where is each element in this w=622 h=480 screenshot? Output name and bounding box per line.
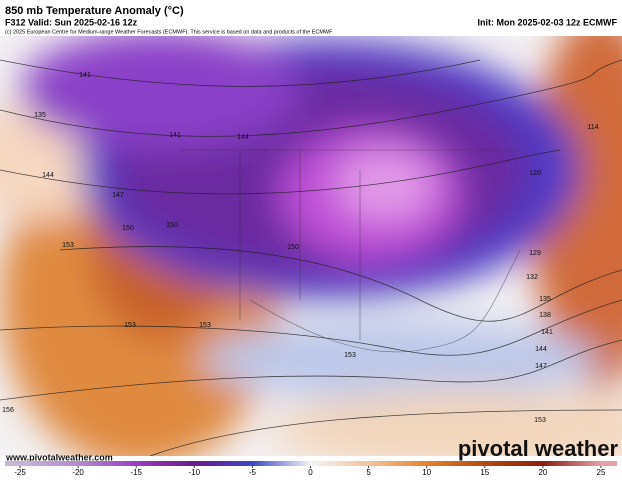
map-area (0, 36, 622, 456)
contour-label: 129 (529, 250, 541, 257)
watermark: pivotal weather (458, 436, 619, 461)
contour-label: 147 (535, 363, 547, 370)
colorbar-tick-label: -15 (130, 468, 142, 477)
contour-label: 153 (344, 352, 356, 359)
contour-label: 144 (237, 134, 249, 141)
colorbar-tick-label: -25 (14, 468, 26, 477)
copyright: (c) 2025 European Centre for Medium-rang… (5, 29, 333, 35)
contour-label: 120 (529, 170, 541, 177)
contour-label: 153 (124, 322, 136, 329)
colorbar-tick-label: -20 (72, 468, 84, 477)
contour-label: 150 (287, 244, 299, 251)
contour-label: 153 (534, 417, 546, 424)
contour-label: 135 (34, 112, 46, 119)
colorbar-tick-label: 20 (538, 468, 547, 477)
contour-label: 141 (79, 72, 91, 79)
colorbar-tick-label: 10 (422, 468, 431, 477)
init-time: Init: Mon 2025-02-03 12z ECMWF (477, 17, 617, 27)
contour-label: 150 (166, 222, 178, 229)
contour-label: 114 (587, 124, 598, 131)
contour-label: 144 (535, 346, 547, 353)
contour-label: 141 (541, 329, 553, 336)
contour-label: 141 (169, 132, 181, 139)
colorbar-tick-label: -5 (249, 468, 257, 477)
colorbar-tick-label: 25 (597, 468, 606, 477)
colorbar-tick-label: -10 (189, 468, 201, 477)
contour-label: 135 (539, 296, 551, 303)
colorbar-tick-label: 15 (480, 468, 489, 477)
colorbar-ticks: -25 -20 -15 -10 -5 0 5 10 15 20 25 (14, 466, 606, 477)
map-title: 850 mb Temperature Anomaly (°C) (5, 5, 184, 17)
contour-labels: 141 135 144 147 150 153 150 141 144 150 153 153 153 1… (2, 72, 599, 424)
site-url: www.pivotalweather.com (5, 452, 113, 462)
contour-label: 138 (539, 312, 551, 319)
contour-label: 144 (42, 172, 54, 179)
colorbar-tick-label: 5 (366, 468, 371, 477)
colorbar (5, 461, 617, 466)
contour-label: 153 (62, 242, 74, 249)
contour-label: 156 (2, 407, 14, 414)
contour-label: 150 (122, 225, 134, 232)
colorbar-tick-label: 0 (308, 468, 313, 477)
valid-time: F312 Valid: Sun 2025-02-16 12z (5, 17, 138, 27)
contour-label: 147 (112, 192, 124, 199)
contour-label: 153 (199, 322, 211, 329)
contour-label: 132 (526, 274, 538, 281)
